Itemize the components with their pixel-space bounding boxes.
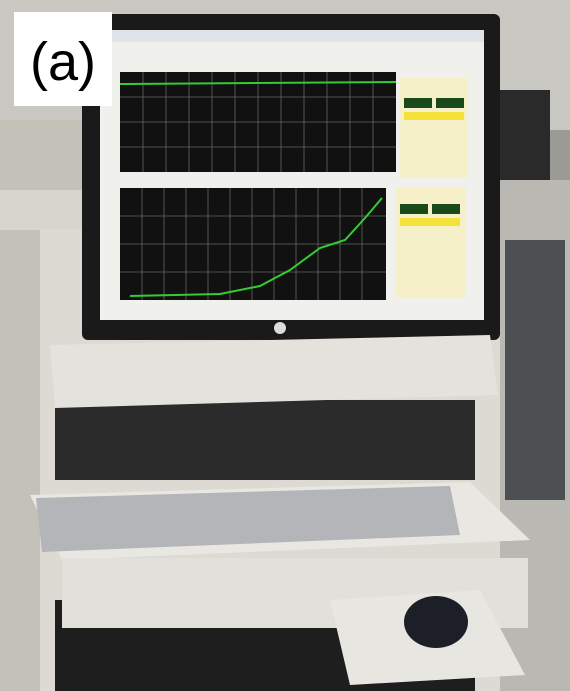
panel-label: (a)	[30, 32, 96, 92]
left-cabinet-panel	[0, 190, 90, 230]
display	[400, 204, 428, 214]
rack-opening	[55, 400, 475, 480]
display	[432, 204, 460, 214]
indicator	[404, 112, 464, 120]
display	[436, 98, 464, 108]
mouse	[404, 596, 468, 648]
right-cabinet-window	[505, 240, 565, 500]
screen-title-bar	[100, 30, 484, 42]
monitor-logo	[274, 322, 286, 334]
photo: (a)	[0, 0, 570, 691]
display	[404, 98, 432, 108]
indicator	[400, 218, 460, 226]
side-panel-upper	[400, 78, 468, 178]
